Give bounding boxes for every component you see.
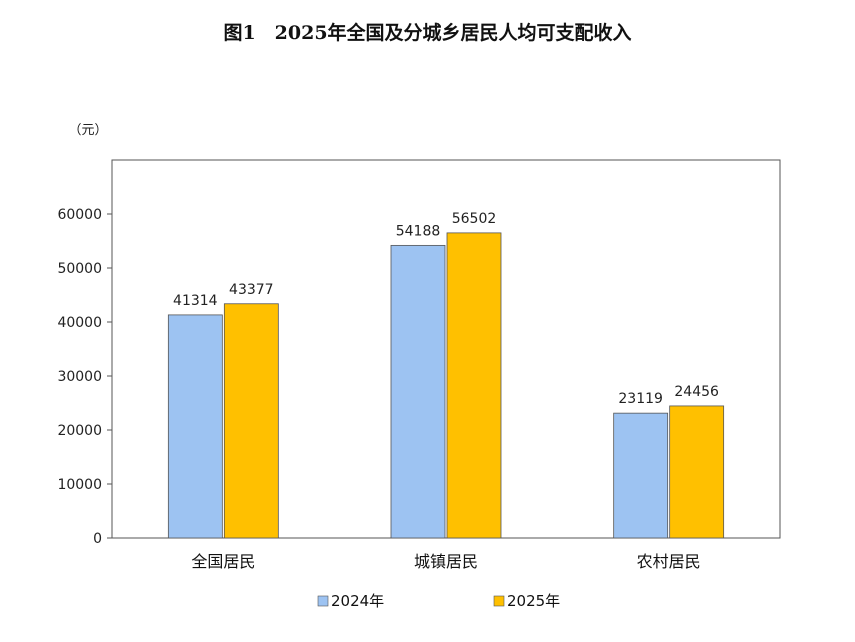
y-tick-label: 60000 — [57, 207, 102, 223]
legend: 2024年 2025年 — [317, 592, 560, 610]
bar-3-1 — [613, 412, 669, 539]
y-tick-label: 30000 — [57, 369, 102, 385]
bars — [167, 232, 725, 539]
y-tick-label: 20000 — [57, 423, 102, 439]
category-label: 农村居民 — [637, 552, 701, 571]
data-label: 41314 — [173, 293, 218, 309]
bar-3-2 — [669, 405, 725, 539]
y-axis: 0 10000 20000 30000 40000 50000 60000 — [57, 207, 112, 547]
data-labels: 41314 43377 54188 56502 23119 24456 — [173, 211, 719, 407]
data-label: 43377 — [229, 282, 274, 298]
category-label: 城镇居民 — [414, 552, 478, 571]
y-tick-label: 10000 — [57, 477, 102, 493]
y-tick-label: 0 — [93, 531, 102, 547]
bar-1-2 — [223, 303, 279, 539]
data-label: 54188 — [396, 223, 441, 239]
data-label: 56502 — [452, 211, 497, 227]
legend-label: 2025年 — [507, 592, 560, 610]
legend-label: 2024年 — [331, 592, 384, 610]
legend-swatch — [493, 595, 505, 607]
y-tick-label: 50000 — [57, 261, 102, 277]
y-tick-label: 40000 — [57, 315, 102, 331]
data-label: 23119 — [618, 391, 663, 407]
data-label: 24456 — [674, 384, 719, 400]
chart-title: 图1 2025年全国及分城乡居民人均可支配收入 — [223, 22, 632, 44]
y-unit-label: （元） — [68, 123, 107, 138]
bar-1-1 — [167, 314, 223, 539]
bar-2-2 — [446, 232, 502, 539]
x-axis: 全国居民 城镇居民 农村居民 — [191, 552, 700, 571]
category-label: 全国居民 — [191, 552, 255, 571]
bar-2-1 — [390, 244, 446, 539]
legend-swatch — [317, 595, 329, 607]
plot-area-frame — [111, 159, 781, 539]
